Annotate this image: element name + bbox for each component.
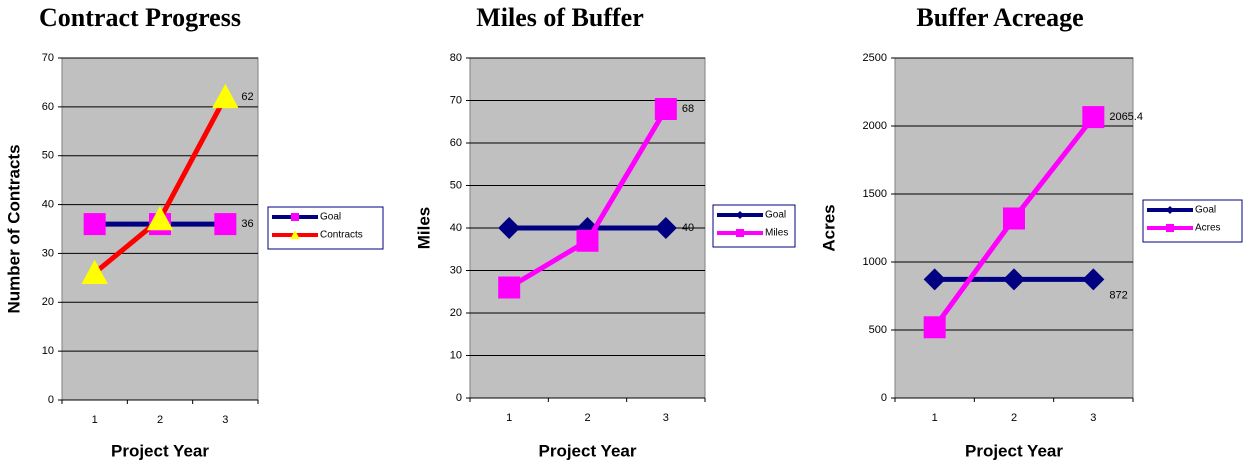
legend-box bbox=[712, 204, 796, 248]
y-tick-label: 500 bbox=[869, 324, 887, 336]
marker bbox=[1166, 206, 1174, 214]
chart-title: Buffer Acreage bbox=[916, 3, 1083, 32]
marker bbox=[923, 268, 946, 291]
y-tick-label: 10 bbox=[42, 345, 54, 357]
legend-box bbox=[1142, 199, 1243, 243]
marker bbox=[498, 217, 521, 239]
marker bbox=[1082, 106, 1105, 129]
legend-box bbox=[267, 206, 384, 250]
marker bbox=[498, 276, 521, 299]
x-tick-label: 1 bbox=[506, 412, 512, 424]
marker bbox=[1003, 268, 1025, 291]
legend-label: Miles bbox=[765, 228, 788, 239]
y-tick-label: 2500 bbox=[863, 52, 887, 64]
x-axis-label: Project Year bbox=[111, 441, 209, 460]
y-tick-label: 0 bbox=[456, 392, 462, 404]
marker bbox=[214, 213, 237, 236]
marker bbox=[212, 83, 239, 109]
marker bbox=[83, 213, 106, 236]
marker bbox=[923, 316, 946, 339]
marker bbox=[654, 217, 677, 239]
data-label: 2065.4 bbox=[1109, 111, 1143, 123]
marker bbox=[736, 211, 744, 219]
y-tick-label: 30 bbox=[450, 264, 462, 276]
x-tick-label: 2 bbox=[157, 414, 163, 426]
marker bbox=[1082, 268, 1105, 291]
y-tick-label: 1500 bbox=[863, 188, 887, 200]
data-label: 62 bbox=[241, 91, 253, 103]
legend-label: Goal bbox=[765, 210, 786, 221]
marker bbox=[654, 98, 677, 120]
x-tick-label: 2 bbox=[584, 412, 590, 424]
marker bbox=[1003, 207, 1025, 230]
y-axis-label: Miles bbox=[414, 207, 433, 250]
y-tick-label: 0 bbox=[881, 392, 887, 404]
legend-label: Acres bbox=[1195, 223, 1221, 234]
y-axis-label: Acres bbox=[819, 204, 838, 251]
y-tick-label: 1000 bbox=[863, 256, 887, 268]
x-tick-label: 1 bbox=[92, 414, 98, 426]
y-tick-label: 0 bbox=[48, 394, 54, 406]
y-tick-label: 80 bbox=[450, 52, 462, 64]
legend-label: Contracts bbox=[320, 230, 363, 241]
x-tick-label: 2 bbox=[1011, 412, 1017, 424]
y-tick-label: 10 bbox=[450, 349, 462, 361]
marker bbox=[736, 229, 744, 237]
marker bbox=[81, 259, 108, 284]
marker bbox=[146, 206, 174, 231]
y-tick-label: 60 bbox=[450, 137, 462, 149]
legend-label: Goal bbox=[1195, 205, 1216, 216]
chart-title: Contract Progress bbox=[39, 3, 241, 32]
chart-title: Miles of Buffer bbox=[476, 3, 644, 32]
y-tick-label: 30 bbox=[42, 247, 54, 259]
marker bbox=[291, 213, 299, 221]
data-label: 68 bbox=[682, 103, 694, 115]
x-axis-label: Project Year bbox=[965, 441, 1063, 460]
y-tick-label: 2000 bbox=[863, 120, 887, 132]
y-tick-label: 70 bbox=[42, 52, 54, 64]
marker bbox=[290, 230, 300, 239]
data-label: 40 bbox=[682, 222, 694, 234]
x-tick-label: 3 bbox=[222, 414, 228, 426]
y-tick-label: 40 bbox=[450, 222, 462, 234]
marker bbox=[576, 229, 599, 252]
y-tick-label: 70 bbox=[450, 94, 462, 106]
legend-label: Goal bbox=[320, 212, 341, 223]
data-label: 36 bbox=[241, 218, 253, 230]
y-tick-label: 40 bbox=[42, 198, 54, 210]
data-label: 872 bbox=[1109, 289, 1127, 301]
y-tick-label: 50 bbox=[450, 179, 462, 191]
x-tick-label: 3 bbox=[1090, 412, 1096, 424]
y-axis-label: Number of Contracts bbox=[4, 144, 23, 313]
y-tick-label: 20 bbox=[42, 296, 54, 308]
y-tick-label: 60 bbox=[42, 101, 54, 113]
y-tick-label: 20 bbox=[450, 307, 462, 319]
marker bbox=[1166, 224, 1174, 232]
x-axis-label: Project Year bbox=[539, 441, 637, 460]
y-tick-label: 50 bbox=[42, 150, 54, 162]
x-tick-label: 1 bbox=[932, 412, 938, 424]
x-tick-label: 3 bbox=[663, 412, 669, 424]
